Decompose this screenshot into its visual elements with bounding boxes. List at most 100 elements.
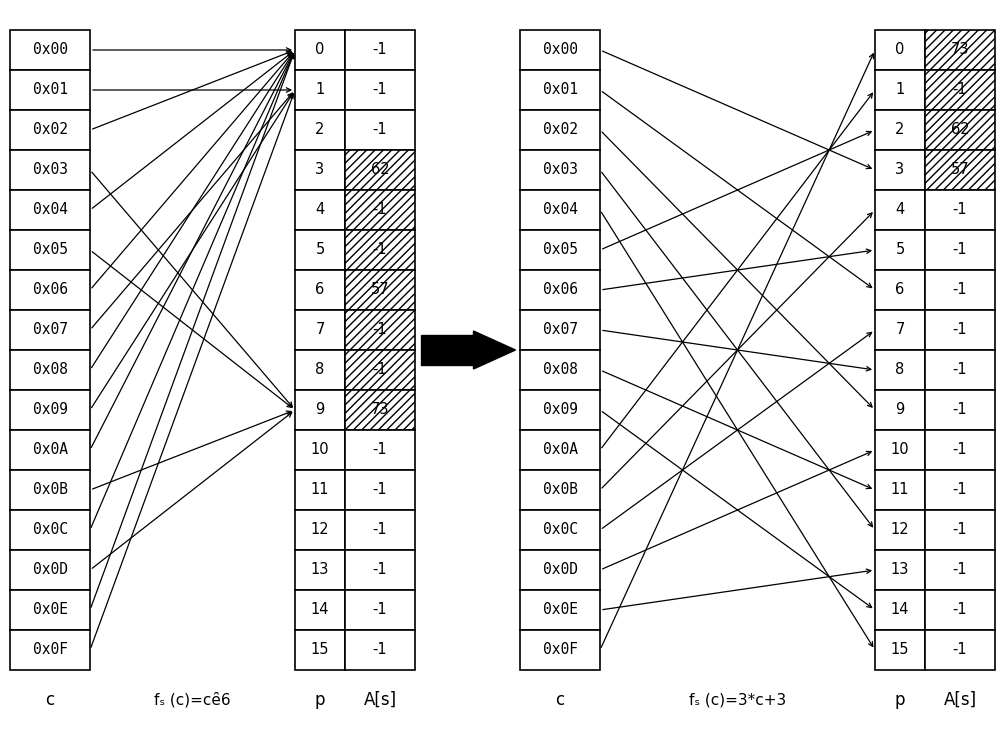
Bar (520, 350, 600, 390)
Text: 73: 73 (371, 403, 389, 417)
Bar (295, 190, 345, 230)
Text: 10: 10 (311, 442, 329, 458)
Bar (295, 510, 345, 550)
Bar (345, 110, 415, 150)
Bar (875, 350, 925, 390)
Bar (345, 230, 415, 270)
Text: -1: -1 (953, 403, 967, 417)
Bar (520, 550, 600, 590)
Bar (345, 30, 415, 70)
Bar (295, 70, 345, 110)
Text: 0x0C: 0x0C (542, 523, 578, 537)
Text: 0x0E: 0x0E (542, 602, 578, 618)
Text: 0x03: 0x03 (32, 162, 68, 178)
Text: 8: 8 (895, 363, 905, 377)
Text: 3: 3 (895, 162, 905, 178)
Bar (925, 510, 995, 550)
Text: -1: -1 (373, 243, 387, 257)
Bar (925, 70, 995, 110)
Bar (875, 590, 925, 630)
Bar (295, 270, 345, 310)
Bar (345, 590, 415, 630)
Bar (10, 350, 90, 390)
Bar (10, 430, 90, 470)
Text: 15: 15 (891, 643, 909, 657)
Bar (295, 430, 345, 470)
Text: -1: -1 (953, 202, 967, 218)
Text: 0x0F: 0x0F (542, 643, 578, 657)
Bar (875, 270, 925, 310)
Bar (345, 350, 415, 390)
Bar (10, 590, 90, 630)
Text: 0x06: 0x06 (542, 282, 578, 298)
Text: p: p (895, 691, 905, 709)
Text: 13: 13 (891, 562, 909, 577)
Text: 0x04: 0x04 (32, 202, 68, 218)
Text: -1: -1 (953, 602, 967, 618)
Text: 8: 8 (315, 363, 325, 377)
Text: 1: 1 (895, 83, 905, 97)
Bar (875, 310, 925, 350)
Text: 0x01: 0x01 (542, 83, 578, 97)
Text: 6: 6 (315, 282, 325, 298)
Bar (10, 270, 90, 310)
Text: -1: -1 (373, 562, 387, 577)
Bar (520, 630, 600, 670)
Bar (925, 190, 995, 230)
Text: 0x0E: 0x0E (32, 602, 68, 618)
Text: 11: 11 (311, 482, 329, 498)
Bar (10, 30, 90, 70)
Bar (10, 110, 90, 150)
Bar (10, 630, 90, 670)
Text: 0x00: 0x00 (542, 42, 578, 58)
Bar (925, 230, 995, 270)
Bar (925, 270, 995, 310)
Text: 7: 7 (315, 322, 325, 338)
Bar (925, 150, 995, 190)
Bar (420, 335, 474, 365)
Bar (345, 310, 415, 350)
Text: 9: 9 (895, 403, 905, 417)
Text: 14: 14 (891, 602, 909, 618)
Bar (295, 390, 345, 430)
Text: 11: 11 (891, 482, 909, 498)
Text: -1: -1 (373, 482, 387, 498)
Text: 0x05: 0x05 (542, 243, 578, 257)
Text: 0x03: 0x03 (542, 162, 578, 178)
Bar (925, 30, 995, 70)
Bar (875, 630, 925, 670)
Bar (520, 30, 600, 70)
Bar (10, 70, 90, 110)
Text: 0x0A: 0x0A (542, 442, 578, 458)
Text: 0x0C: 0x0C (32, 523, 68, 537)
Text: -1: -1 (953, 643, 967, 657)
Text: 0x0D: 0x0D (542, 562, 578, 577)
Bar (925, 630, 995, 670)
Bar (875, 110, 925, 150)
Text: p: p (315, 691, 325, 709)
Bar (345, 390, 415, 430)
Bar (345, 510, 415, 550)
Bar (10, 190, 90, 230)
Text: 0x04: 0x04 (542, 202, 578, 218)
Text: c: c (45, 691, 55, 709)
Text: fₛ (c)=cȇ6: fₛ (c)=cȇ6 (154, 692, 231, 708)
Text: 73: 73 (951, 42, 969, 58)
Bar (295, 590, 345, 630)
Bar (295, 150, 345, 190)
Text: -1: -1 (953, 562, 967, 577)
Text: -1: -1 (373, 123, 387, 137)
Bar (520, 270, 600, 310)
Text: -1: -1 (373, 602, 387, 618)
Text: 6: 6 (895, 282, 905, 298)
Bar (925, 310, 995, 350)
Bar (295, 30, 345, 70)
Text: -1: -1 (373, 643, 387, 657)
Bar (925, 470, 995, 510)
Text: -1: -1 (953, 243, 967, 257)
Bar (10, 510, 90, 550)
Text: 0x02: 0x02 (32, 123, 68, 137)
Bar (875, 70, 925, 110)
Bar (295, 550, 345, 590)
Bar (520, 390, 600, 430)
